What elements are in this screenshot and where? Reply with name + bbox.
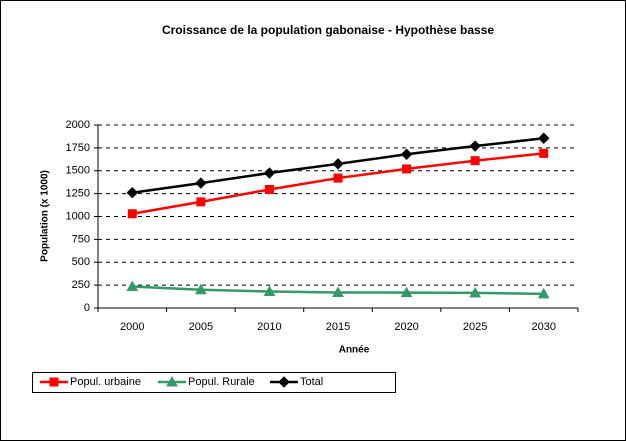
- data-point: [469, 140, 481, 152]
- data-point: [127, 209, 137, 219]
- y-tick-label: 1500: [66, 165, 90, 177]
- data-point: [400, 286, 413, 298]
- legend-marker: [166, 375, 178, 387]
- x-tick-label: 2005: [189, 321, 213, 333]
- data-point: [195, 177, 207, 189]
- x-tick-label: 2000: [120, 321, 144, 333]
- legend: [32, 372, 396, 393]
- data-point: [332, 286, 344, 297]
- data-point: [264, 185, 274, 195]
- y-tick-label: 1750: [66, 142, 90, 154]
- chart-title: Croissance de la population gabonaise - …: [162, 23, 494, 37]
- x-tick-label: 2030: [531, 321, 555, 333]
- legend-marker: [49, 377, 59, 387]
- data-point: [263, 167, 276, 179]
- y-tick-label: 750: [72, 233, 90, 245]
- data-point: [332, 158, 344, 170]
- data-point: [263, 285, 276, 297]
- y-tick-label: 2000: [66, 119, 90, 131]
- data-point: [538, 132, 550, 144]
- x-tick-label: 2010: [257, 321, 281, 333]
- data-point: [469, 286, 481, 298]
- data-point: [195, 283, 207, 295]
- data-point: [470, 156, 480, 166]
- legend-label: Popul. Rurale: [188, 376, 255, 388]
- legend-label: Total: [300, 376, 323, 388]
- data-point: [539, 148, 549, 158]
- x-tick-label: 2015: [326, 321, 350, 333]
- data-point: [196, 197, 206, 207]
- x-tick-label: 2025: [463, 321, 487, 333]
- data-point: [126, 187, 138, 199]
- data-point: [400, 148, 413, 160]
- data-point: [333, 173, 343, 183]
- x-tick-label: 2020: [394, 321, 418, 333]
- legend-marker: [278, 376, 290, 388]
- legend-label: Popul. urbaine: [70, 376, 141, 388]
- y-tick-label: 0: [84, 302, 90, 314]
- y-tick-label: 250: [72, 279, 90, 291]
- y-axis-label: Population (x 1000): [40, 170, 51, 262]
- x-axis-label: Année: [339, 345, 370, 356]
- data-point: [402, 164, 412, 174]
- data-point: [126, 280, 139, 291]
- data-point: [537, 287, 550, 299]
- y-tick-label: 1250: [66, 188, 90, 200]
- y-tick-label: 1000: [66, 210, 90, 222]
- y-tick-label: 500: [72, 256, 90, 268]
